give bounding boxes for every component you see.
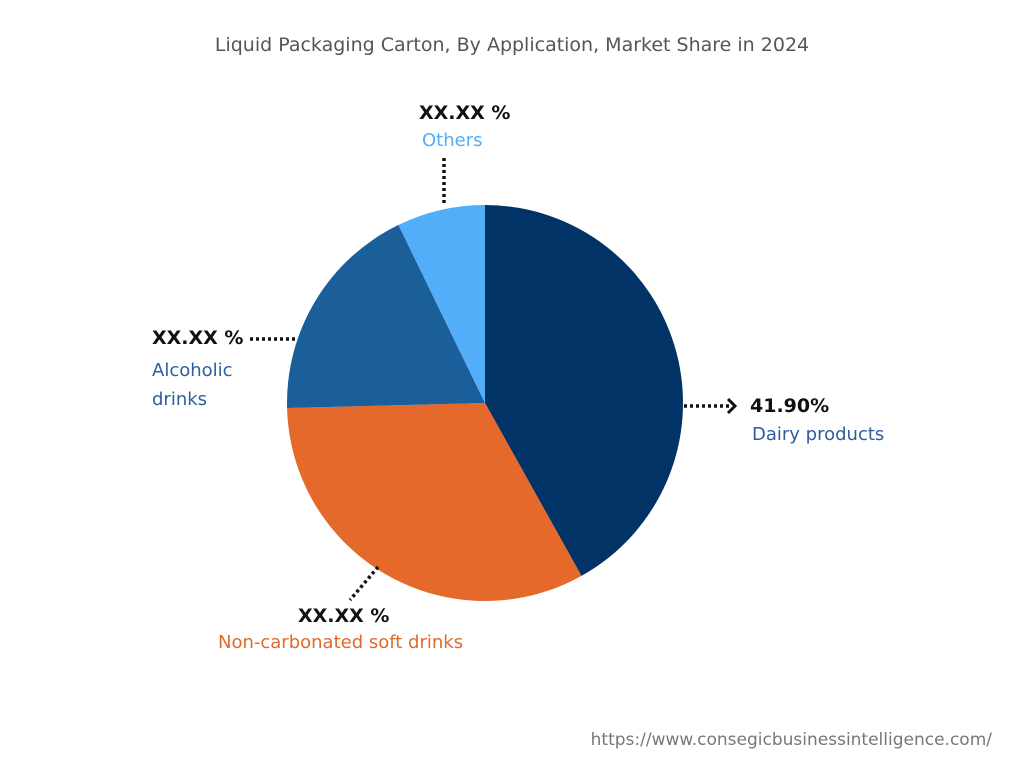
data-label-noncarb: XX.XX % bbox=[298, 605, 390, 627]
category-label-alcoholic-1: Alcoholic bbox=[152, 360, 233, 381]
data-label-alcoholic: XX.XX % bbox=[152, 327, 244, 349]
data-label-dairy: 41.90% bbox=[750, 395, 830, 417]
data-label-others: XX.XX % bbox=[419, 102, 511, 124]
category-label-alcoholic-2: drinks bbox=[152, 389, 208, 410]
arrowhead-dairy bbox=[726, 397, 738, 415]
pie-slice-non-carbonated-soft-drinks bbox=[287, 403, 582, 601]
category-label-noncarb: Non-carbonated soft drinks bbox=[218, 632, 464, 653]
chart-title: Liquid Packaging Carton, By Application,… bbox=[214, 34, 810, 56]
pie-slice-alcoholic-drinks bbox=[287, 224, 485, 408]
category-label-others: Others bbox=[422, 130, 483, 151]
pie-slice-others bbox=[398, 205, 485, 403]
leader-line-noncarb bbox=[348, 565, 380, 602]
watermark-url: https://www.consegicbusinessintelligence… bbox=[590, 730, 992, 750]
category-label-dairy: Dairy products bbox=[752, 424, 885, 445]
leader-lines bbox=[250, 158, 738, 602]
pie-slice-dairy-products bbox=[485, 205, 683, 576]
